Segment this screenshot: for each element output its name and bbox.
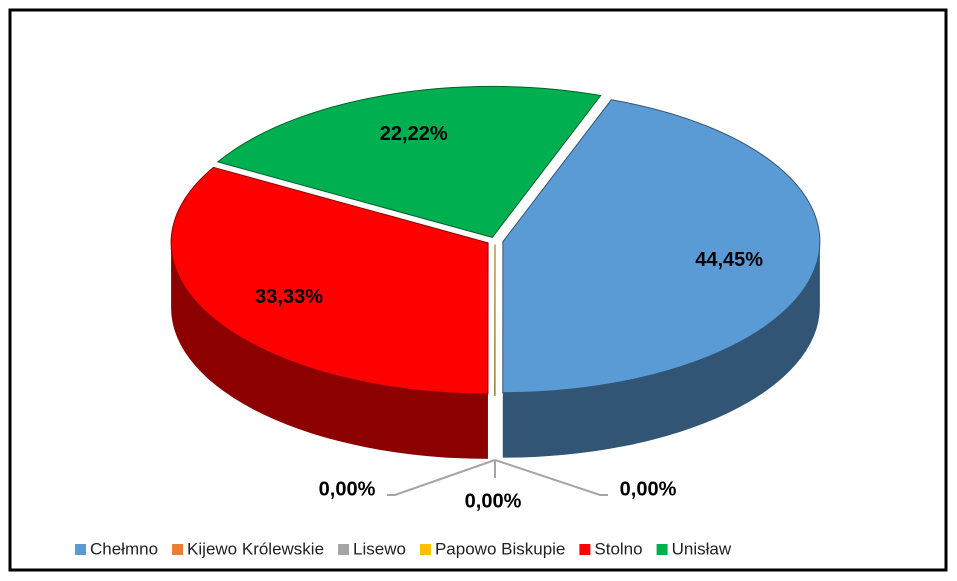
value-label: 0,00% — [465, 490, 522, 512]
value-label: 0,00% — [319, 478, 376, 500]
legend-swatch — [419, 544, 431, 555]
legend-swatch — [338, 544, 350, 555]
legend-swatch — [172, 544, 184, 555]
legend-swatch — [579, 544, 591, 555]
leader-line — [387, 459, 496, 496]
value-label: 0,00% — [620, 478, 677, 500]
legend-label: Papowo Biskupie — [435, 539, 565, 558]
legend-label: Unisław — [672, 539, 732, 558]
slice — [216, 85, 602, 238]
legend-swatch — [656, 544, 668, 555]
legend-label: Chełmno — [90, 539, 158, 558]
slice — [502, 99, 821, 394]
legend-label: Stolno — [594, 539, 642, 558]
value-label: 44,45% — [695, 249, 763, 271]
slice-side — [502, 241, 820, 458]
slice-side — [171, 242, 488, 459]
legend-swatch — [75, 544, 86, 555]
value-label: 22,22% — [380, 123, 448, 145]
slice — [170, 166, 489, 395]
tops — [170, 85, 821, 396]
legend-label: Kijewo Królewskie — [187, 539, 324, 558]
leader-line — [494, 459, 608, 496]
sides — [171, 241, 820, 459]
legend-label: Lisewo — [353, 539, 406, 558]
value-label: 33,33% — [255, 286, 323, 308]
